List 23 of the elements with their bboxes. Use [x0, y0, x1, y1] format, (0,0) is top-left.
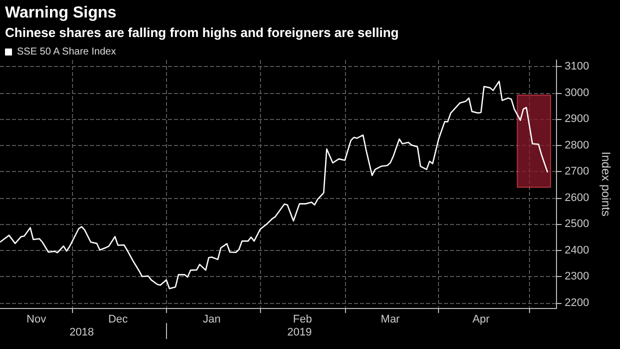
y-tick-label: 2900: [564, 113, 590, 126]
x-tick-label: Nov: [26, 314, 47, 326]
x-tick-label: Dec: [108, 314, 128, 326]
y-tick-label: 3000: [564, 86, 590, 99]
x2-tick-label: 2018: [69, 326, 94, 338]
x-tick-label: Apr: [472, 314, 490, 326]
line-series: [0, 80, 548, 290]
x-tick-label: Mar: [380, 314, 400, 326]
chart-subtitle: Chinese shares are falling from highs and foreigners are selling: [5, 25, 399, 40]
y-tick-label: 2400: [564, 244, 590, 256]
y-tick-label: 2600: [564, 192, 590, 204]
y-tick-label: 2700: [564, 166, 590, 178]
y-tick-label: 3100: [564, 60, 590, 73]
y-axis-title: Index points: [599, 152, 613, 216]
y-tick-label: 2800: [564, 139, 590, 152]
x-tick-label: Feb: [293, 314, 312, 326]
legend-label: SSE 50 A Share Index: [17, 46, 116, 58]
y-tick-label: 2200: [564, 296, 590, 309]
x-tick-label: Jan: [202, 314, 221, 326]
chart-title: Warning Signs: [5, 4, 117, 22]
y-tick-label: 2500: [564, 218, 590, 230]
x2-tick-label: 2019: [287, 326, 312, 338]
y-tick-label: 2300: [564, 270, 590, 283]
